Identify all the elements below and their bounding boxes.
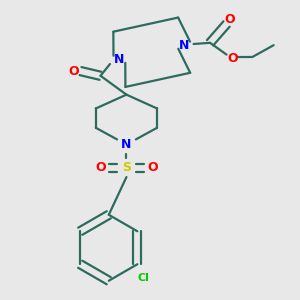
Text: O: O [68, 64, 79, 78]
Text: O: O [227, 52, 238, 64]
Text: N: N [121, 138, 132, 151]
Text: O: O [147, 161, 158, 174]
Text: Cl: Cl [137, 273, 149, 284]
Text: O: O [95, 161, 106, 174]
Text: N: N [179, 39, 189, 52]
Text: S: S [122, 161, 131, 174]
Text: N: N [114, 53, 124, 66]
Text: O: O [225, 13, 236, 26]
